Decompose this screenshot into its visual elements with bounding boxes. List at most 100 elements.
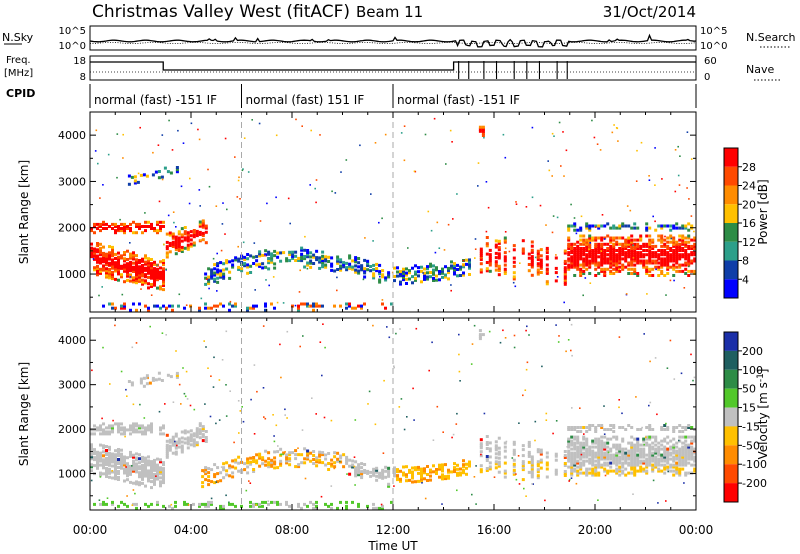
data-cell <box>435 266 438 270</box>
data-cell <box>96 452 99 456</box>
data-cell <box>105 502 108 506</box>
data-cell <box>180 245 184 249</box>
data-cell <box>588 457 592 461</box>
data-cell <box>663 263 667 267</box>
data-cell <box>479 444 483 448</box>
data-cell <box>387 484 391 488</box>
data-cell <box>142 173 146 177</box>
data-cell <box>530 463 534 467</box>
data-cell <box>636 441 640 445</box>
data-cell <box>381 302 384 306</box>
data-cell <box>606 463 610 467</box>
noise-cell <box>225 494 227 497</box>
data-cell <box>633 465 637 469</box>
data-cell <box>600 236 604 240</box>
data-cell <box>243 262 247 266</box>
data-cell <box>201 475 205 479</box>
data-cell <box>153 480 156 484</box>
noise-cell <box>652 479 655 482</box>
data-cell <box>681 467 685 471</box>
data-cell <box>414 276 417 280</box>
noise-cell <box>571 354 573 357</box>
data-cell <box>582 272 586 275</box>
data-cell <box>429 264 432 268</box>
data-cell <box>126 462 129 466</box>
data-cell <box>567 253 571 257</box>
data-cell <box>630 242 634 246</box>
data-cell <box>597 255 601 259</box>
data-cell <box>651 453 655 457</box>
data-cell <box>348 262 352 266</box>
data-cell <box>585 222 589 226</box>
data-cell <box>481 131 485 135</box>
data-cell <box>657 457 661 461</box>
noise-cell <box>531 126 534 129</box>
data-cell <box>563 278 567 282</box>
noise-cell <box>678 439 680 442</box>
data-cell <box>627 451 631 455</box>
data-cell <box>150 262 153 266</box>
data-cell <box>372 272 376 276</box>
data-cell <box>135 428 138 432</box>
data-cell <box>90 253 93 256</box>
data-cell <box>594 242 598 246</box>
data-cell <box>297 259 301 262</box>
data-cell <box>633 437 637 441</box>
data-cell <box>420 473 423 477</box>
data-cell <box>579 455 583 459</box>
data-cell <box>177 236 181 240</box>
data-cell <box>252 504 255 508</box>
data-cell <box>603 455 607 459</box>
data-cell <box>663 453 667 457</box>
data-cell <box>497 264 501 268</box>
data-cell <box>162 273 165 277</box>
data-cell <box>162 432 165 436</box>
data-cell <box>159 220 162 224</box>
data-cell <box>567 443 571 447</box>
data-cell <box>675 265 679 269</box>
data-cell <box>576 261 580 265</box>
data-cell <box>591 467 595 471</box>
data-cell <box>693 257 697 261</box>
noise-cell <box>558 121 561 124</box>
data-cell <box>642 449 646 453</box>
data-cell <box>411 281 414 285</box>
data-cell <box>615 261 619 265</box>
colorbar-tick-label: 100 <box>742 364 763 377</box>
data-cell <box>378 263 382 267</box>
noise-cell <box>393 485 395 487</box>
noise-cell <box>618 399 620 401</box>
noise-cell <box>526 361 529 364</box>
data-cell <box>417 266 420 270</box>
data-cell <box>117 251 120 255</box>
data-cell <box>681 445 685 449</box>
data-cell <box>539 254 543 258</box>
data-cell <box>183 226 187 229</box>
data-cell <box>144 460 147 464</box>
noise-cell <box>237 245 239 248</box>
data-cell <box>621 267 625 271</box>
noise-cell <box>150 294 153 296</box>
noise-cell <box>522 394 524 397</box>
noise-cell <box>262 325 265 327</box>
data-cell <box>503 461 507 465</box>
data-cell <box>618 236 622 240</box>
noise-cell <box>286 330 289 333</box>
data-cell <box>627 461 631 465</box>
data-cell <box>573 251 577 255</box>
data-cell <box>579 263 583 267</box>
data-cell <box>606 453 610 457</box>
data-cell <box>162 269 165 273</box>
noise-cell <box>308 305 310 308</box>
data-cell <box>276 255 280 259</box>
data-cell <box>636 261 640 265</box>
data-cell <box>576 251 580 255</box>
data-cell <box>609 461 613 465</box>
data-cell <box>207 475 211 479</box>
data-cell <box>621 437 625 441</box>
data-cell <box>147 282 150 286</box>
data-cell <box>597 244 601 248</box>
date-label: 31/Oct/2014 <box>603 3 696 21</box>
data-cell <box>147 220 150 224</box>
data-cell <box>312 304 315 308</box>
